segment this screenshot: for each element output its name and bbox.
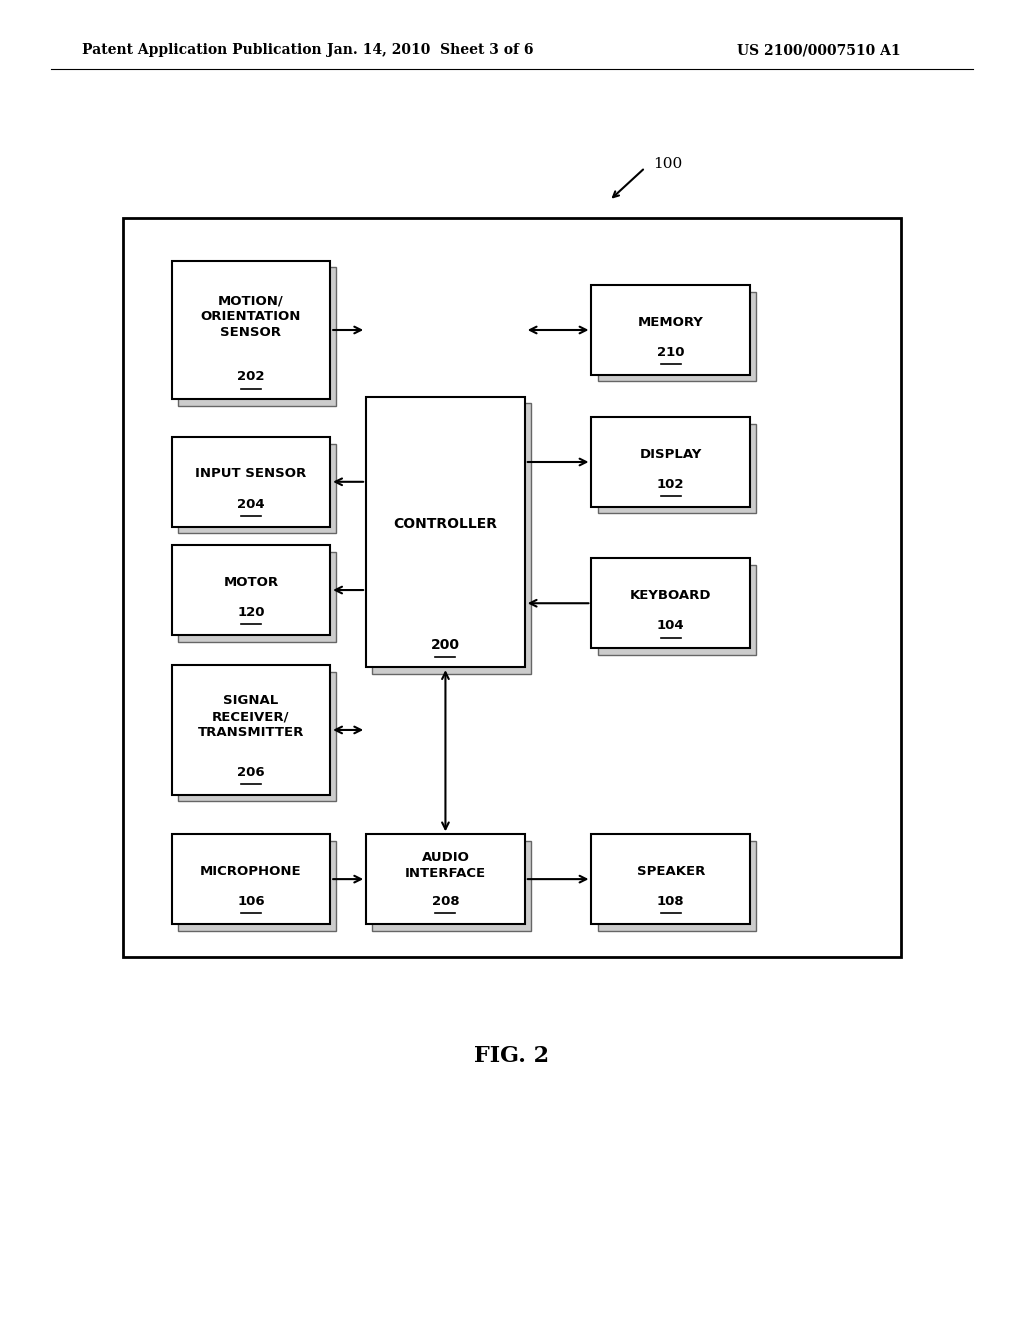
- Text: MICROPHONE: MICROPHONE: [200, 865, 302, 878]
- Text: 100: 100: [653, 157, 683, 170]
- FancyBboxPatch shape: [373, 404, 530, 673]
- FancyBboxPatch shape: [171, 261, 330, 399]
- Text: MOTION/
ORIENTATION
SENSOR: MOTION/ ORIENTATION SENSOR: [201, 294, 301, 339]
- Text: Jan. 14, 2010  Sheet 3 of 6: Jan. 14, 2010 Sheet 3 of 6: [327, 44, 534, 57]
- Text: 120: 120: [238, 606, 264, 619]
- FancyBboxPatch shape: [367, 396, 524, 668]
- FancyBboxPatch shape: [373, 841, 530, 931]
- FancyBboxPatch shape: [178, 444, 336, 533]
- Text: 104: 104: [657, 619, 684, 632]
- FancyBboxPatch shape: [123, 218, 901, 957]
- Text: US 2100/0007510 A1: US 2100/0007510 A1: [737, 44, 901, 57]
- FancyBboxPatch shape: [178, 672, 336, 801]
- Text: Patent Application Publication: Patent Application Publication: [82, 44, 322, 57]
- FancyBboxPatch shape: [598, 424, 756, 513]
- Text: 106: 106: [238, 895, 264, 908]
- Text: 204: 204: [238, 498, 264, 511]
- Text: 102: 102: [657, 478, 684, 491]
- Text: KEYBOARD: KEYBOARD: [630, 589, 712, 602]
- FancyBboxPatch shape: [171, 834, 330, 924]
- Text: 210: 210: [657, 346, 684, 359]
- FancyBboxPatch shape: [598, 292, 756, 381]
- FancyBboxPatch shape: [171, 545, 330, 635]
- Text: MOTOR: MOTOR: [223, 576, 279, 589]
- Text: 202: 202: [238, 371, 264, 383]
- Text: CONTROLLER: CONTROLLER: [393, 517, 498, 531]
- Text: 208: 208: [432, 895, 459, 908]
- Text: 200: 200: [431, 638, 460, 652]
- Text: SPEAKER: SPEAKER: [637, 865, 705, 878]
- FancyBboxPatch shape: [592, 834, 750, 924]
- FancyBboxPatch shape: [178, 267, 336, 407]
- FancyBboxPatch shape: [592, 558, 750, 648]
- FancyBboxPatch shape: [598, 565, 756, 655]
- FancyBboxPatch shape: [592, 417, 750, 507]
- FancyBboxPatch shape: [592, 285, 750, 375]
- FancyBboxPatch shape: [367, 834, 524, 924]
- Text: AUDIO
INTERFACE: AUDIO INTERFACE: [404, 851, 486, 880]
- Text: DISPLAY: DISPLAY: [640, 447, 701, 461]
- FancyBboxPatch shape: [171, 437, 330, 527]
- Text: 206: 206: [238, 766, 264, 779]
- FancyBboxPatch shape: [178, 841, 336, 931]
- FancyBboxPatch shape: [178, 552, 336, 642]
- FancyBboxPatch shape: [598, 841, 756, 931]
- Text: INPUT SENSOR: INPUT SENSOR: [196, 467, 306, 480]
- FancyBboxPatch shape: [171, 665, 330, 795]
- Text: FIG. 2: FIG. 2: [474, 1045, 550, 1067]
- Text: MEMORY: MEMORY: [638, 315, 703, 329]
- Text: SIGNAL
RECEIVER/
TRANSMITTER: SIGNAL RECEIVER/ TRANSMITTER: [198, 694, 304, 739]
- Text: 108: 108: [657, 895, 684, 908]
